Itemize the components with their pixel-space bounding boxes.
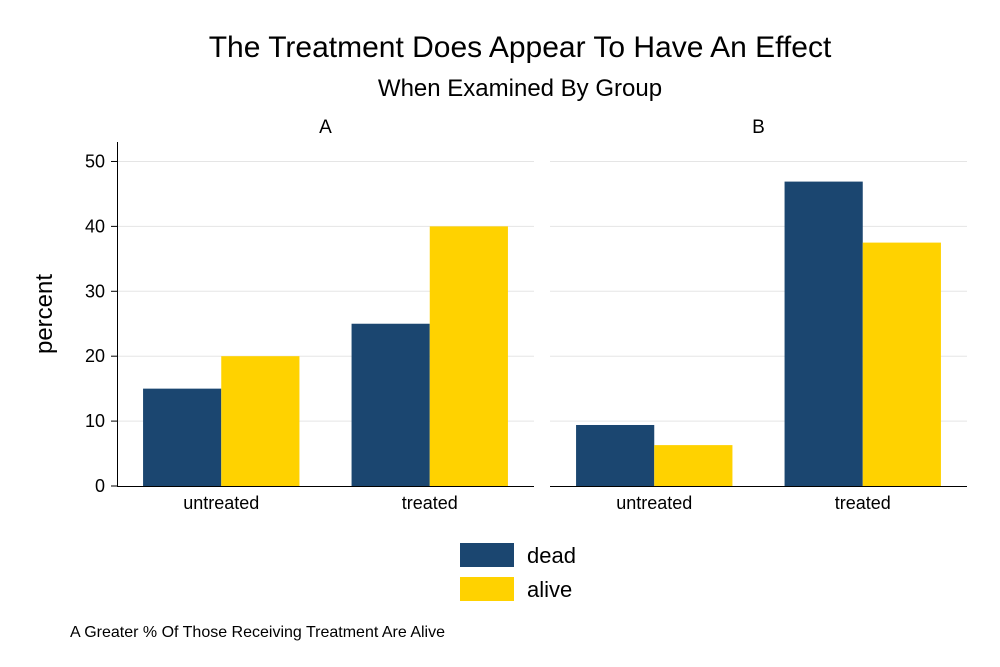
x-tick-label: treated xyxy=(402,493,458,513)
legend-label-dead: dead xyxy=(527,543,576,568)
y-tick-label: 10 xyxy=(85,411,105,431)
legend-swatch-alive xyxy=(460,577,514,601)
y-tick-label: 20 xyxy=(85,346,105,366)
legend: dead alive xyxy=(460,543,576,602)
bar-B-treated-alive xyxy=(862,242,941,486)
chart-subtitle: When Examined By Group xyxy=(378,75,662,102)
chart-note: A Greater % Of Those Receiving Treatment… xyxy=(70,624,445,641)
panel-title: A xyxy=(319,117,332,138)
panel-title: B xyxy=(752,117,765,138)
bar-A-untreated-alive xyxy=(221,356,300,486)
bar-B-untreated-alive xyxy=(654,445,733,486)
y-axis: 0 10 20 30 40 50 xyxy=(85,142,118,496)
x-tick-label: untreated xyxy=(183,493,259,513)
bar-A-treated-alive xyxy=(429,226,508,486)
bar-A-treated-dead xyxy=(351,323,430,486)
x-tick-label: treated xyxy=(835,493,891,513)
y-axis-label: percent xyxy=(31,274,58,354)
y-tick-label: 50 xyxy=(85,151,105,171)
legend-label-alive: alive xyxy=(527,577,572,602)
y-tick-label: 40 xyxy=(85,216,105,236)
y-tick-label: 0 xyxy=(95,476,105,496)
bar-B-untreated-dead xyxy=(576,424,655,486)
bar-A-untreated-dead xyxy=(143,388,222,486)
x-tick-label: untreated xyxy=(616,493,692,513)
y-tick-label: 30 xyxy=(85,281,105,301)
chart-title: The Treatment Does Appear To Have An Eff… xyxy=(209,31,832,64)
legend-swatch-dead xyxy=(460,543,514,567)
bar-B-treated-dead xyxy=(784,181,863,486)
